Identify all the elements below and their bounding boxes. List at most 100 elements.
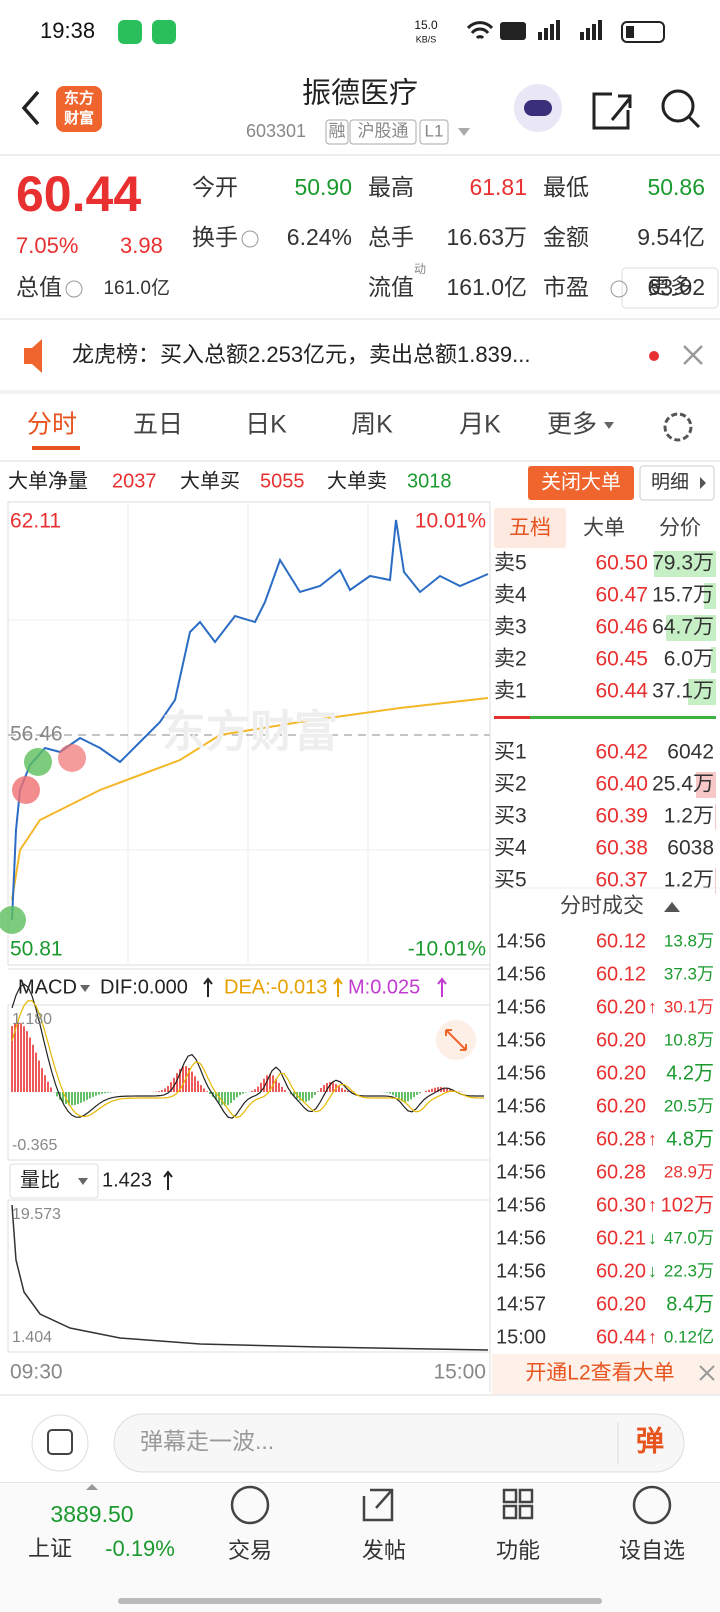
- divider: [0, 460, 720, 462]
- sort-arrow[interactable]: [664, 902, 680, 912]
- trade-direction: ↑: [648, 1195, 657, 1215]
- book-tab[interactable]: 大单: [583, 517, 625, 540]
- function-icon[interactable]: [502, 1488, 534, 1520]
- macd-dea: DEA:-0.013: [224, 976, 327, 998]
- divider: [0, 390, 720, 394]
- low-percent: -10.01%: [408, 938, 486, 961]
- chart-tab[interactable]: 更多: [547, 411, 597, 439]
- trade-volume: 10.8万: [664, 1030, 714, 1049]
- more-button[interactable]: [621, 267, 719, 309]
- settings-button[interactable]: [663, 412, 693, 442]
- info-icon: [65, 280, 83, 298]
- indicator-select[interactable]: [9, 1163, 99, 1199]
- stat-label: 流值: [368, 274, 414, 300]
- trade-time: 14:57: [496, 1293, 546, 1315]
- danmaku-input[interactable]: [113, 1413, 685, 1473]
- trade-volume: 22.3万: [664, 1261, 714, 1280]
- nav-item[interactable]: 设自选: [619, 1538, 685, 1563]
- trade-price: 60.12: [596, 930, 646, 952]
- detail-button[interactable]: [639, 465, 715, 501]
- bid-price: 60.42: [595, 741, 648, 764]
- book-tab[interactable]: 五档: [509, 517, 551, 540]
- l2-banner-text[interactable]: 开通L2查看大单: [525, 1362, 674, 1385]
- trade-price: 60.20: [596, 1062, 646, 1084]
- chart-tab[interactable]: 月K: [459, 411, 501, 439]
- net-speed: 15.0: [414, 18, 438, 32]
- danmaku-send[interactable]: 弹: [636, 1425, 664, 1456]
- stock-tag: 沪股通: [358, 121, 409, 140]
- share-button[interactable]: [592, 92, 632, 130]
- last-price: 60.44: [16, 166, 141, 222]
- dropdown-arrow: [78, 1178, 88, 1185]
- post-icon[interactable]: [362, 1488, 394, 1522]
- ask-price: 60.47: [595, 584, 648, 607]
- bid-price: 60.40: [595, 773, 648, 796]
- watchlist-icon[interactable]: [632, 1485, 672, 1525]
- info-icon: [241, 230, 259, 248]
- chart-tab[interactable]: 日K: [245, 411, 287, 439]
- danmaku-icon: [47, 1429, 73, 1455]
- ask-level: 卖4: [494, 584, 527, 607]
- trade-volume: 13.8万: [664, 931, 714, 950]
- ask-depth: [688, 679, 716, 705]
- gesture-bar: [118, 1598, 602, 1604]
- divider: [0, 1394, 720, 1396]
- ask-volume: 15.7万: [652, 584, 714, 607]
- more-label[interactable]: 更多: [648, 274, 692, 299]
- pe-superscript: 动: [414, 262, 426, 276]
- stat-value: 50.86: [647, 174, 705, 200]
- tag-box: [325, 119, 349, 145]
- close-notice[interactable]: [683, 345, 703, 365]
- search-button[interactable]: [661, 89, 695, 123]
- bid-depth: [696, 772, 716, 798]
- end-time: 15:00: [433, 1361, 486, 1384]
- bid-depth: [715, 804, 716, 830]
- bid-price: 60.37: [595, 869, 648, 892]
- index-value[interactable]: 3889.50: [50, 1501, 133, 1527]
- bid-level: 买3: [494, 805, 527, 828]
- l2-banner[interactable]: [492, 1354, 720, 1394]
- trade-time: 14:56: [496, 1029, 546, 1051]
- macd-select[interactable]: MACD: [18, 976, 77, 998]
- trade-icon[interactable]: [230, 1485, 270, 1525]
- close-big-orders-label[interactable]: 关闭大单: [541, 470, 621, 493]
- chart-tab[interactable]: 五日: [133, 411, 183, 439]
- speaker-icon: [24, 339, 42, 373]
- unread-dot: [649, 351, 659, 361]
- trade-price: 60.21: [596, 1227, 646, 1249]
- bid-volume: 1.2万: [664, 805, 714, 828]
- bid-price: 60.38: [595, 837, 648, 860]
- danmaku-settings[interactable]: [31, 1414, 89, 1472]
- close-banner[interactable]: [699, 1365, 715, 1381]
- nav-item[interactable]: 发帖: [362, 1538, 406, 1563]
- back-button[interactable]: [21, 90, 40, 126]
- trade-time: 14:56: [496, 1227, 546, 1249]
- bid-volume: 6042: [667, 741, 714, 764]
- nav-bar: [0, 1482, 720, 1612]
- trade-volume: 102万: [661, 1194, 714, 1216]
- volume-ratio-label[interactable]: 量比: [20, 1168, 60, 1191]
- trade-price: 60.28: [596, 1161, 646, 1183]
- trade-direction: ↑: [648, 997, 657, 1017]
- ask-level: 卖3: [494, 616, 527, 639]
- close-big-orders[interactable]: [528, 466, 634, 500]
- nav-item[interactable]: 交易: [228, 1538, 272, 1563]
- dropdown-arrow: [604, 422, 614, 429]
- expand-icon: [445, 1029, 467, 1051]
- book-tab[interactable]: 分价: [659, 517, 701, 540]
- dropdown-arrow[interactable]: [458, 128, 470, 136]
- chart-tab[interactable]: 分时: [27, 411, 77, 439]
- chart-tab[interactable]: 周K: [351, 411, 393, 439]
- detail-label[interactable]: 明细: [651, 471, 689, 493]
- battery-icon: [621, 21, 665, 43]
- nav-item[interactable]: 功能: [496, 1538, 540, 1563]
- ask-volume: 37.1万: [652, 680, 714, 703]
- expand-arrow[interactable]: [86, 1484, 98, 1490]
- volume-ratio-max: 19.573: [12, 1206, 61, 1223]
- trade-volume: 28.9万: [664, 1162, 714, 1181]
- logo[interactable]: [56, 86, 102, 132]
- big-order-label: 大单买: [180, 469, 240, 492]
